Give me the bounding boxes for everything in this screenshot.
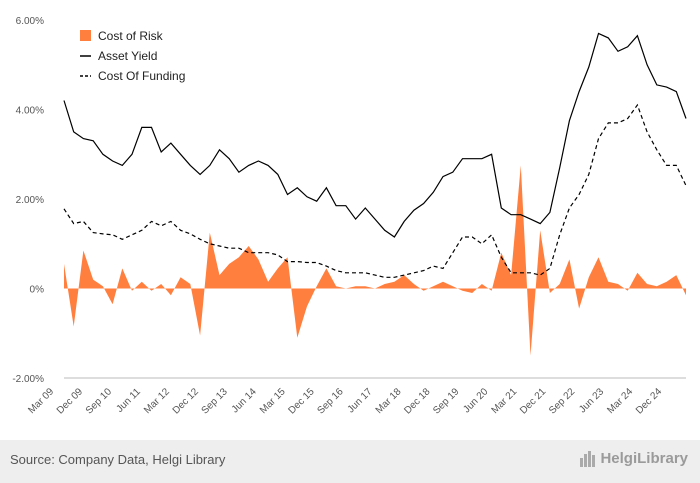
source-text: Source: Company Data, Helgi Library — [10, 452, 226, 467]
x-tick-label: Mar 15 — [258, 386, 288, 416]
x-tick-label: Sep 13 — [200, 386, 230, 416]
x-tick-label: Dec 18 — [402, 386, 432, 416]
y-tick-label: 0% — [30, 285, 45, 296]
x-tick-label: Jun 20 — [461, 386, 490, 415]
x-tick-label: Jun 11 — [114, 386, 143, 415]
x-tick-label: Jun 14 — [230, 386, 259, 415]
x-tick-label: Sep 16 — [315, 386, 345, 416]
x-tick-label: Dec 09 — [55, 386, 85, 416]
footer: Source: Company Data, Helgi Library Helg… — [0, 440, 700, 483]
brand-name: HelgiLibrary — [600, 450, 688, 467]
x-tick-label: Dec 15 — [287, 386, 317, 416]
cost-of-risk-series — [64, 165, 686, 356]
library-icon — [580, 450, 596, 467]
legend-label-cost-of-funding: Cost Of Funding — [98, 69, 185, 83]
x-tick-label: Jun 17 — [346, 386, 375, 415]
cost-of-risk-area — [64, 165, 686, 356]
x-tick-label: Mar 21 — [490, 386, 520, 416]
y-tick-label: 2.00% — [16, 195, 44, 206]
legend-swatch-cost-of-risk — [80, 30, 91, 41]
brand-logo: HelgiLibrary — [580, 450, 688, 467]
x-tick-label: Sep 19 — [431, 386, 461, 416]
x-tick-label: Dec 24 — [634, 386, 664, 416]
y-tick-label: 4.00% — [16, 106, 44, 117]
legend-label-asset-yield: Asset Yield — [98, 49, 157, 63]
x-tick-label: Mar 09 — [26, 386, 56, 416]
x-tick-label: Mar 24 — [605, 386, 635, 416]
cost-of-funding-line — [63, 103, 687, 278]
x-tick-label: Jun 23 — [577, 386, 606, 415]
x-tick-label: Mar 12 — [142, 386, 172, 416]
legend-label-cost-of-risk: Cost of Risk — [98, 29, 164, 43]
y-tick-label: 6.00% — [16, 16, 44, 27]
y-tick-label: -2.00% — [12, 374, 44, 385]
line-layer — [63, 32, 687, 278]
x-tick-label: Dec 12 — [171, 386, 201, 416]
legend: Cost of Risk Asset Yield Cost Of Funding — [80, 29, 185, 83]
x-tick-label: Dec 21 — [518, 386, 548, 416]
x-tick-label: Mar 18 — [374, 386, 404, 416]
x-tick-label: Sep 10 — [84, 386, 114, 416]
asset-yield-line — [63, 32, 687, 238]
x-tick-label: Sep 22 — [547, 386, 577, 416]
